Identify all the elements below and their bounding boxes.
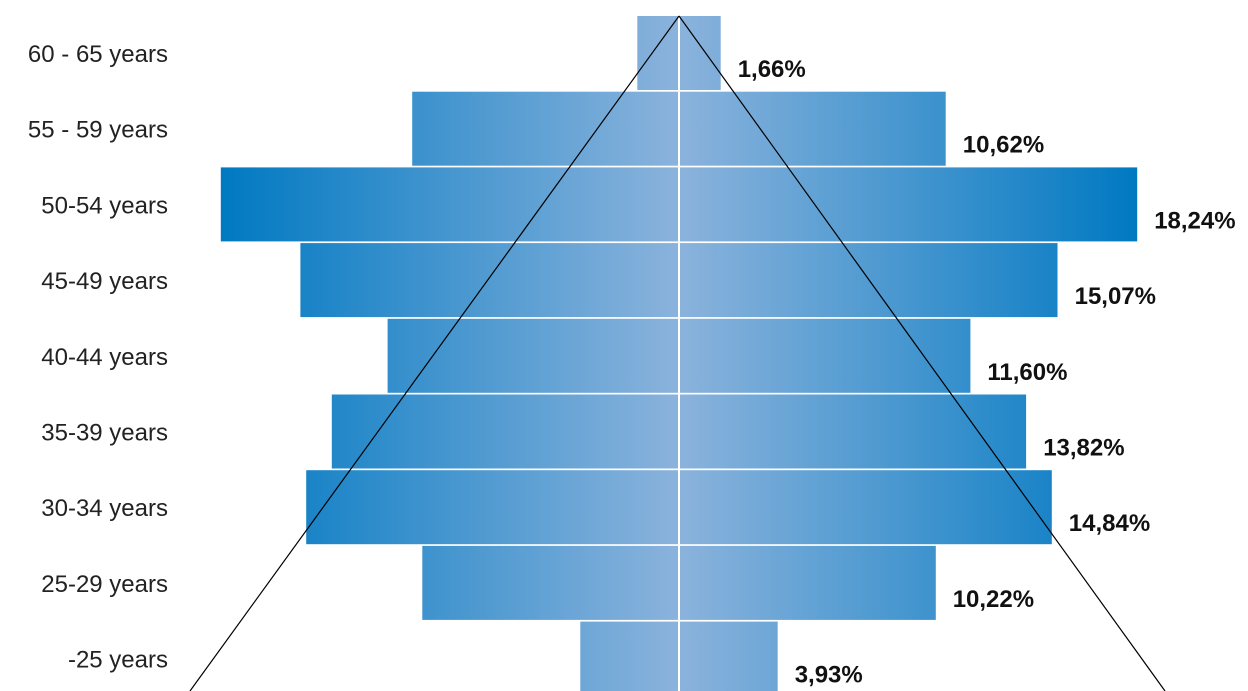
value-label-40-44-years: 11,60%: [987, 359, 1067, 386]
value-label-35-39-years: 13,82%: [1043, 435, 1124, 462]
category-labels: 60 - 65 years 55 - 59 years 50-54 years 45-…: [28, 41, 168, 674]
category-label-30-34-years: 30-34 years: [41, 495, 168, 522]
triangle-outline: [189, 15, 1166, 691]
category-label-25-years: -25 years: [68, 647, 168, 674]
category-label-35-39-years: 35-39 years: [41, 420, 168, 447]
value-label-60-65-years: 1,66%: [738, 56, 806, 83]
category-label-55-59-years: 55 - 59 years: [28, 117, 168, 144]
category-label-50-54-years: 50-54 years: [41, 192, 168, 219]
triangle-left-edge: [189, 15, 680, 691]
value-label-30-34-years: 14,84%: [1069, 510, 1150, 537]
value-labels: 1,66% 10,62% 18,24% 15,07% 11,60% 13,82% 14,84…: [738, 56, 1236, 689]
category-label-25-29-years: 25-29 years: [41, 571, 168, 598]
value-label-50-54-years: 18,24%: [1154, 207, 1235, 234]
category-label-45-49-years: 45-49 years: [41, 268, 168, 295]
value-label-25-29-years: 10,22%: [953, 586, 1034, 613]
value-label-45-49-years: 15,07%: [1075, 283, 1156, 310]
triangle-right-edge: [678, 15, 1166, 691]
value-label-55-59-years: 10,62%: [963, 132, 1044, 159]
category-label-60-65-years: 60 - 65 years: [28, 41, 168, 68]
value-label-25-years: 3,93%: [795, 662, 863, 689]
category-label-40-44-years: 40-44 years: [41, 344, 168, 371]
